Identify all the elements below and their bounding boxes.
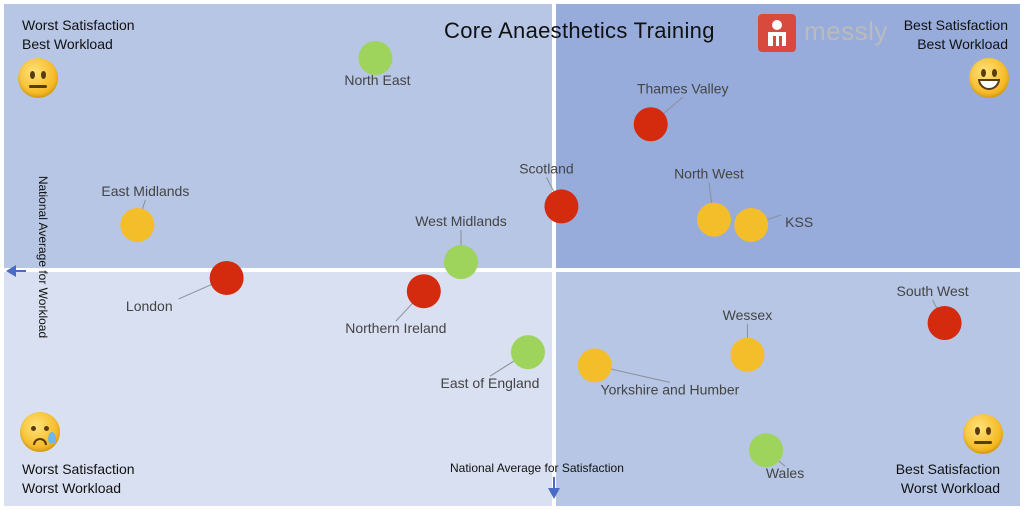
grinning-face-icon <box>969 58 1009 98</box>
data-point <box>544 189 579 224</box>
x-axis-arrow-head <box>548 488 560 499</box>
data-point <box>577 348 612 383</box>
data-label: Scotland <box>519 160 573 176</box>
corner-line: Worst Satisfaction <box>22 461 135 477</box>
corner-line: Best Workload <box>22 36 113 52</box>
data-point <box>510 335 545 370</box>
data-point <box>927 306 962 340</box>
data-label: Northern Ireland <box>345 320 446 336</box>
corner-label-top-right: Best Satisfaction Best Workload <box>904 16 1008 54</box>
corner-line: Best Satisfaction <box>903 17 1008 33</box>
data-label: West Midlands <box>415 213 507 229</box>
crying-face-icon <box>20 412 60 452</box>
data-label: East of England <box>441 375 540 391</box>
data-point <box>696 202 731 237</box>
data-point <box>444 245 478 280</box>
corner-label-bottom-right: Best Satisfaction Worst Workload <box>896 460 1000 498</box>
x-axis-label: National Average for Satisfaction <box>450 461 624 475</box>
y-axis-label: National Average for Workload <box>36 175 50 339</box>
corner-label-top-left: Worst Satisfaction Best Workload <box>22 16 135 54</box>
y-axis-arrow-head <box>6 265 16 277</box>
chart-title: Core Anaesthetics Training <box>444 18 715 43</box>
data-point <box>120 207 155 242</box>
data-label: Wales <box>766 465 804 481</box>
data-label: Yorkshire and Humber <box>601 381 740 397</box>
data-label: Thames Valley <box>637 80 729 96</box>
data-label: South West <box>897 283 969 299</box>
data-label: North West <box>674 166 744 182</box>
data-label: North East <box>344 72 410 88</box>
data-point <box>358 41 393 75</box>
corner-line: Best Satisfaction <box>895 461 1000 477</box>
data-point <box>730 337 765 372</box>
neutral-face-icon <box>18 58 58 98</box>
corner-line: Worst Satisfaction <box>22 17 135 33</box>
data-point <box>734 207 769 242</box>
quadrant-bottom-left <box>4 272 552 506</box>
corner-line: Worst Workload <box>22 480 122 496</box>
corner-line: Worst Workload <box>900 480 1000 496</box>
corner-label-bottom-left: Worst Satisfaction Worst Workload <box>22 460 135 498</box>
data-point <box>749 433 784 468</box>
data-point <box>633 107 668 142</box>
messly-logo-icon <box>758 14 796 52</box>
logo-text: messly <box>804 16 888 46</box>
data-label: London <box>126 298 173 314</box>
quadrant-top-left <box>4 4 552 268</box>
neutral-face-icon <box>963 414 1003 454</box>
data-label: East Midlands <box>101 183 189 199</box>
data-label: KSS <box>785 214 813 230</box>
corner-line: Best Workload <box>917 36 1008 52</box>
data-label: Wessex <box>723 307 773 323</box>
data-point <box>406 274 441 309</box>
data-point <box>209 260 244 295</box>
